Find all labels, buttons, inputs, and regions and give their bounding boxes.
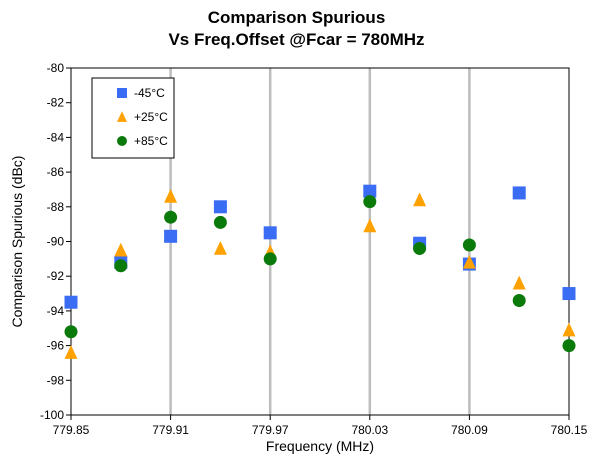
data-point: [462, 238, 476, 252]
data-point: [213, 240, 227, 255]
legend: -45°C +25°C +85°C: [91, 77, 175, 159]
x-tick-label: 780.03: [351, 423, 388, 437]
series-triangle: [64, 188, 576, 359]
data-point: [64, 295, 78, 309]
data-point: [263, 226, 277, 240]
y-tick-label: -90: [47, 235, 65, 249]
y-tick-label: -84: [47, 130, 65, 144]
chart-subtitle: Vs Freq.Offset @Fcar = 780MHz: [168, 30, 425, 49]
data-point: [213, 200, 227, 214]
data-point: [114, 242, 128, 257]
y-tick-label: -80: [47, 61, 65, 75]
data-point: [512, 186, 526, 200]
legend-box: [91, 77, 175, 159]
data-point: [413, 241, 427, 255]
data-point: [213, 215, 227, 229]
chart-title: Comparison Spurious: [207, 8, 386, 27]
data-point: [363, 184, 377, 198]
x-tick-label: 779.85: [53, 423, 90, 437]
data-point: [114, 259, 128, 273]
data-point: [164, 229, 178, 243]
series-square: [64, 184, 576, 309]
data-point: [164, 210, 178, 224]
legend-label: +85°C: [134, 134, 168, 148]
y-tick-label: -86: [47, 165, 65, 179]
data-point: [363, 195, 377, 209]
legend-marker: [117, 111, 127, 122]
data-point: [413, 192, 427, 207]
y-tick-label: -94: [47, 304, 65, 318]
y-axis-label: Comparison Spurious (dBc): [9, 156, 25, 328]
data-point: [263, 252, 277, 266]
x-tick-label: 779.91: [152, 423, 189, 437]
series-circle: [64, 195, 576, 353]
tick-layer: 779.85 779.91 779.97 780.03 780.09 780.15 -80 -…: [40, 61, 588, 437]
legend-label: +25°C: [134, 110, 168, 124]
data-point: [562, 339, 576, 353]
y-tick-label: -96: [47, 339, 65, 353]
y-tick-label: -100: [40, 408, 64, 422]
data-point: [562, 322, 576, 337]
data-point: [512, 293, 526, 307]
data-point: [562, 287, 576, 301]
data-point: [512, 275, 526, 290]
legend-marker: [117, 88, 127, 98]
y-tick-label: -92: [47, 269, 65, 283]
x-tick-label: 780.09: [451, 423, 488, 437]
mark-layer: [64, 184, 576, 359]
y-tick-label: -98: [47, 373, 65, 387]
data-point: [64, 325, 78, 339]
y-tick-label: -88: [47, 200, 65, 214]
data-point: [462, 254, 476, 269]
x-tick-label: 780.15: [551, 423, 588, 437]
data-point: [64, 345, 78, 359]
legend-marker: [117, 136, 127, 146]
x-tick-label: 779.97: [252, 423, 289, 437]
data-point: [164, 188, 178, 203]
y-tick-label: -82: [47, 96, 65, 110]
legend-label: -45°C: [134, 86, 165, 100]
x-axis-label: Frequency (MHz): [266, 438, 374, 454]
data-point: [363, 218, 377, 233]
